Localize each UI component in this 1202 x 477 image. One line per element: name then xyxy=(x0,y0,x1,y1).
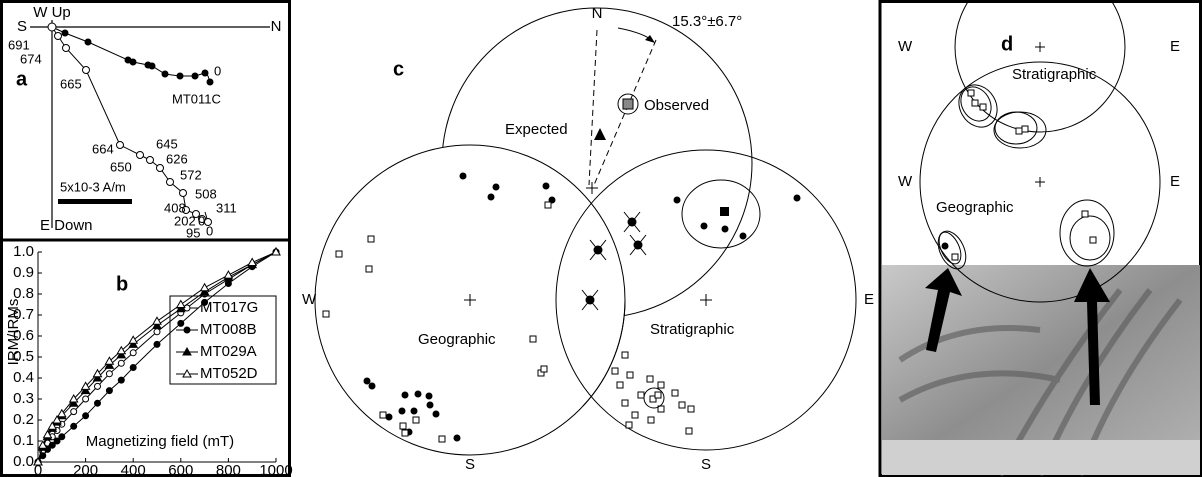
marker xyxy=(184,327,190,333)
step: 691 xyxy=(8,37,30,52)
marker xyxy=(154,341,160,347)
step: 311 xyxy=(216,200,237,215)
points xyxy=(48,23,214,226)
panel-letter: d xyxy=(1001,33,1013,55)
label: S xyxy=(465,456,475,473)
step: 645 xyxy=(156,136,178,151)
marker xyxy=(95,383,101,389)
x-tick-label: 800 xyxy=(216,462,241,477)
y-tick-label: 0.2 xyxy=(13,411,34,428)
panel-letter: b xyxy=(116,273,128,295)
panel-letter: c xyxy=(393,58,404,80)
x-tick-label: 200 xyxy=(73,462,98,477)
marker xyxy=(71,409,77,415)
label: Geographic xyxy=(936,199,1014,216)
marker xyxy=(224,271,232,278)
mean xyxy=(720,207,729,216)
label: Stratigraphic xyxy=(1012,66,1097,83)
marker xyxy=(59,434,65,440)
expected-mark xyxy=(594,128,606,140)
step: 0 xyxy=(214,63,221,78)
step: 650 xyxy=(110,159,132,174)
marker xyxy=(153,317,161,324)
label: Stratigraphic xyxy=(650,321,735,338)
label: W xyxy=(302,291,317,308)
y-tick-label: 0.9 xyxy=(13,264,34,281)
marker xyxy=(118,377,124,383)
label: N xyxy=(271,18,282,35)
label: S xyxy=(701,456,711,473)
y-tick-label: 1.0 xyxy=(13,243,34,260)
step: 0 xyxy=(206,223,213,238)
marker xyxy=(177,301,185,308)
x-tick-label: 1000 xyxy=(259,462,292,477)
dashed xyxy=(589,30,597,185)
photo-sand xyxy=(882,440,1200,475)
panel-c: N 15.3°±6.7° Expected Observed c W E S S… xyxy=(302,5,874,473)
marker xyxy=(83,396,89,402)
figure: W Up S N E Down a MT011C 5x10-3 A/m 691 … xyxy=(0,0,1202,477)
marker xyxy=(95,400,101,406)
label: W Up xyxy=(33,4,71,21)
marker xyxy=(178,320,184,326)
y-tick-label: 0.0 xyxy=(13,453,34,470)
x-axis-label: Magnetizing field (mT) xyxy=(86,433,234,450)
panel-letter: a xyxy=(16,68,28,90)
marker xyxy=(154,329,160,335)
panel-d: d W E Stratigraphic W E Geographic xyxy=(882,0,1200,475)
x-tick-label: 400 xyxy=(121,462,146,477)
marker xyxy=(106,388,112,394)
label: N xyxy=(592,5,603,22)
step: 665 xyxy=(60,76,82,91)
x-tick-label: 600 xyxy=(168,462,193,477)
ellipses xyxy=(933,78,1114,273)
marker xyxy=(248,259,256,266)
step: 508 xyxy=(195,186,217,201)
panel-b: 0.00.10.20.30.40.50.60.70.80.91.00200400… xyxy=(5,243,293,477)
panel-a: W Up S N E Down a MT011C 5x10-3 A/m 691 … xyxy=(8,4,281,240)
marker xyxy=(225,281,231,287)
marker xyxy=(106,371,112,377)
marker xyxy=(130,365,136,371)
label: E xyxy=(1170,173,1180,190)
legend-label: MT029A xyxy=(200,343,257,360)
marker xyxy=(118,360,124,366)
scale: 5x10-3 A/m xyxy=(60,179,126,194)
marker xyxy=(201,284,209,291)
y-tick-label: 0.4 xyxy=(13,369,34,386)
label: Observed xyxy=(644,97,709,114)
legend-label: MT008B xyxy=(200,321,257,338)
label: 15.3°±6.7° xyxy=(672,13,742,30)
step: 95 xyxy=(186,225,200,240)
label: E xyxy=(864,291,874,308)
label: E Down xyxy=(40,217,93,234)
step: 674 xyxy=(20,51,42,66)
label: Geographic xyxy=(418,331,496,348)
marker xyxy=(129,336,137,343)
y-tick-label: 0.3 xyxy=(13,390,34,407)
label: Expected xyxy=(505,121,568,138)
marker xyxy=(83,413,89,419)
horizontal-path xyxy=(52,27,210,82)
points xyxy=(942,90,1097,260)
crosses xyxy=(1035,42,1045,187)
step: 572 xyxy=(180,167,202,182)
observed-mark xyxy=(623,99,633,109)
scale-bar xyxy=(58,199,132,204)
legend-label: MT052D xyxy=(200,365,258,382)
label: W xyxy=(898,38,913,55)
label: W xyxy=(898,173,913,190)
marker xyxy=(71,423,77,429)
marker xyxy=(130,350,136,356)
label: E xyxy=(1170,38,1180,55)
label: S xyxy=(17,18,27,35)
y-axis-label: IRM/IRMs xyxy=(5,299,22,366)
y-tick-label: 0.1 xyxy=(13,432,34,449)
arrowhead xyxy=(645,35,655,43)
legend-label: MT017G xyxy=(200,299,258,316)
step: 626 xyxy=(166,151,188,166)
marker xyxy=(202,299,208,305)
step: 664 xyxy=(92,141,114,156)
sample: MT011C xyxy=(172,91,221,106)
